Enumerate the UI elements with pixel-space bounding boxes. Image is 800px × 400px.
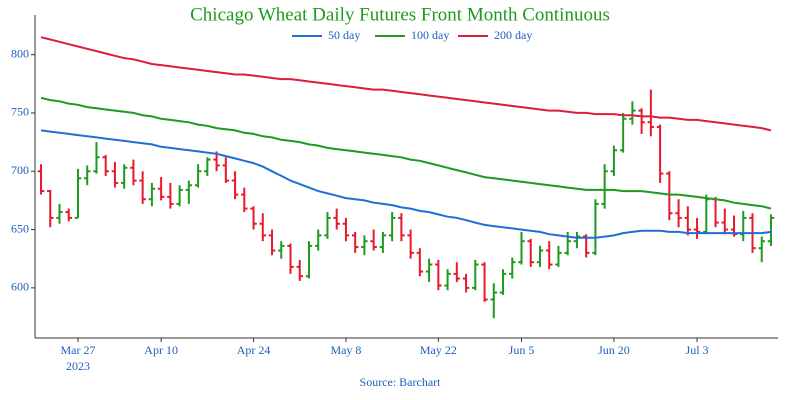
x-tick-label: May 8 xyxy=(330,343,361,357)
legend-label: 200 day xyxy=(494,28,532,42)
x-tick-label: May 22 xyxy=(420,343,457,357)
legend-label: 50 day xyxy=(328,28,360,42)
x-year-label: 2023 xyxy=(66,359,90,373)
y-tick-label: 750 xyxy=(11,105,29,119)
x-tick-label: Apr 24 xyxy=(237,343,271,357)
legend-label: 100 day xyxy=(411,28,449,42)
y-tick-label: 700 xyxy=(11,163,29,177)
source-note: Source: Barchart xyxy=(360,375,442,389)
y-tick-label: 650 xyxy=(11,221,29,235)
moving-average-line xyxy=(40,36,772,132)
x-tick-label: Jun 5 xyxy=(509,343,535,357)
moving-average-line xyxy=(40,96,772,210)
y-tick-label: 800 xyxy=(11,46,29,60)
y-tick-label: 600 xyxy=(11,280,29,294)
x-tick-label: Jul 3 xyxy=(686,343,709,357)
x-tick-label: Apr 10 xyxy=(144,343,178,357)
moving-average-line xyxy=(40,129,772,239)
x-tick-label: Jun 20 xyxy=(598,343,630,357)
chart-title: Chicago Wheat Daily Futures Front Month … xyxy=(190,4,610,25)
x-tick-label: Mar 27 xyxy=(60,343,95,357)
